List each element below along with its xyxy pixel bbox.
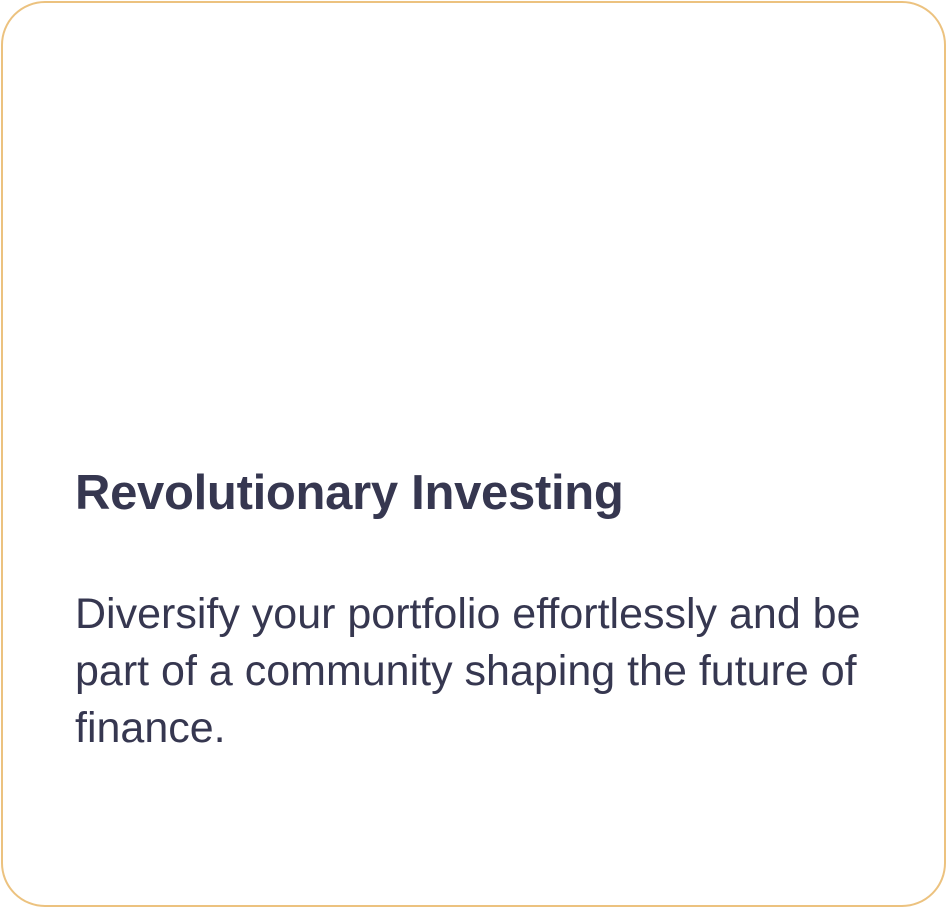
card-title: Revolutionary Investing xyxy=(75,466,624,520)
card-description: Diversify your portfolio effortlessly an… xyxy=(75,590,861,752)
